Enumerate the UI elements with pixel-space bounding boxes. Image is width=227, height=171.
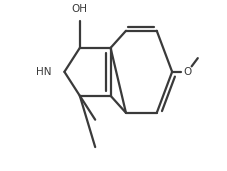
Text: O: O: [183, 67, 191, 77]
Text: OH: OH: [72, 4, 87, 14]
Text: HN: HN: [36, 67, 51, 77]
